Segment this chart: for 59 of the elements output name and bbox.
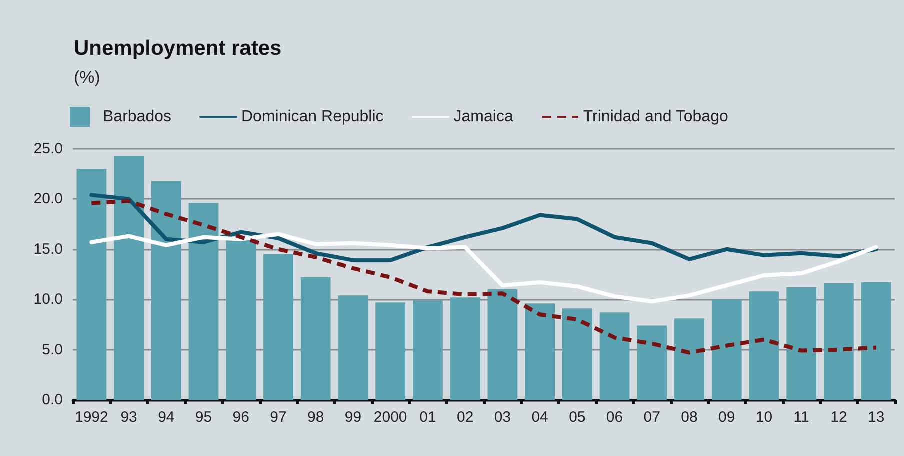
x-tick-label: 01 bbox=[420, 409, 436, 426]
y-tick-label: 20.0 bbox=[34, 190, 63, 208]
line-series bbox=[90, 193, 878, 262]
x-tick-label: 12 bbox=[830, 409, 848, 426]
bar bbox=[188, 203, 219, 400]
x-tick-label: 2000 bbox=[374, 409, 408, 426]
x-tick-label: 02 bbox=[456, 409, 474, 426]
bar bbox=[338, 296, 368, 400]
x-tick-label: 08 bbox=[681, 409, 698, 426]
bar bbox=[525, 304, 555, 400]
x-tick-label: 1992 bbox=[74, 409, 108, 426]
bar bbox=[450, 298, 480, 400]
y-tick-label: 10.0 bbox=[34, 291, 63, 308]
x-tick-label: 93 bbox=[120, 409, 138, 426]
y-tick-label: 15.0 bbox=[34, 240, 63, 258]
x-tick-label: 11 bbox=[794, 409, 810, 426]
chart-subtitle: (%) bbox=[74, 68, 100, 87]
bar bbox=[114, 156, 144, 400]
bar bbox=[488, 290, 518, 400]
bar bbox=[264, 254, 294, 400]
x-tick-label: 13 bbox=[868, 409, 885, 426]
bar bbox=[861, 282, 892, 400]
bar bbox=[376, 302, 406, 400]
x-tick-label: 10 bbox=[756, 409, 773, 426]
bar bbox=[151, 181, 182, 400]
chart-title: Unemployment rates bbox=[74, 37, 282, 60]
legend-label: Barbados bbox=[103, 108, 172, 126]
bar bbox=[600, 312, 630, 400]
x-tick-label: 95 bbox=[195, 409, 212, 426]
bar bbox=[300, 278, 331, 400]
bar bbox=[786, 288, 817, 400]
x-tick-label: 09 bbox=[718, 409, 736, 426]
y-tick-label: 25.0 bbox=[34, 140, 63, 158]
x-tick-label: 96 bbox=[232, 409, 250, 426]
x-tick-label: 94 bbox=[158, 409, 175, 426]
bar bbox=[637, 326, 668, 400]
bar bbox=[413, 300, 443, 400]
bar bbox=[76, 169, 107, 400]
x-tick-label: 07 bbox=[644, 409, 660, 426]
bar bbox=[712, 300, 742, 400]
line-series bbox=[90, 199, 878, 355]
legend-label: Jamaica bbox=[454, 108, 514, 126]
x-tick-label: 97 bbox=[270, 409, 287, 426]
bar bbox=[226, 238, 256, 400]
x-tick-label: 99 bbox=[344, 409, 362, 426]
y-tick-label: 5.0 bbox=[42, 341, 63, 358]
x-tick-label: 98 bbox=[308, 409, 324, 426]
bar bbox=[749, 292, 780, 400]
x-tick-label: 03 bbox=[494, 409, 512, 426]
legend-label: Trinidad and Tobago bbox=[583, 108, 728, 126]
bar bbox=[562, 308, 592, 400]
line-series bbox=[90, 232, 878, 304]
legend-label: Dominican Republic bbox=[241, 108, 384, 126]
bar bbox=[674, 318, 704, 400]
x-tick-label: 04 bbox=[532, 409, 548, 426]
y-tick-label: 0.0 bbox=[42, 392, 63, 408]
x-tick-label: 06 bbox=[606, 409, 624, 426]
x-tick-label: 05 bbox=[569, 409, 586, 426]
bar bbox=[824, 284, 854, 400]
